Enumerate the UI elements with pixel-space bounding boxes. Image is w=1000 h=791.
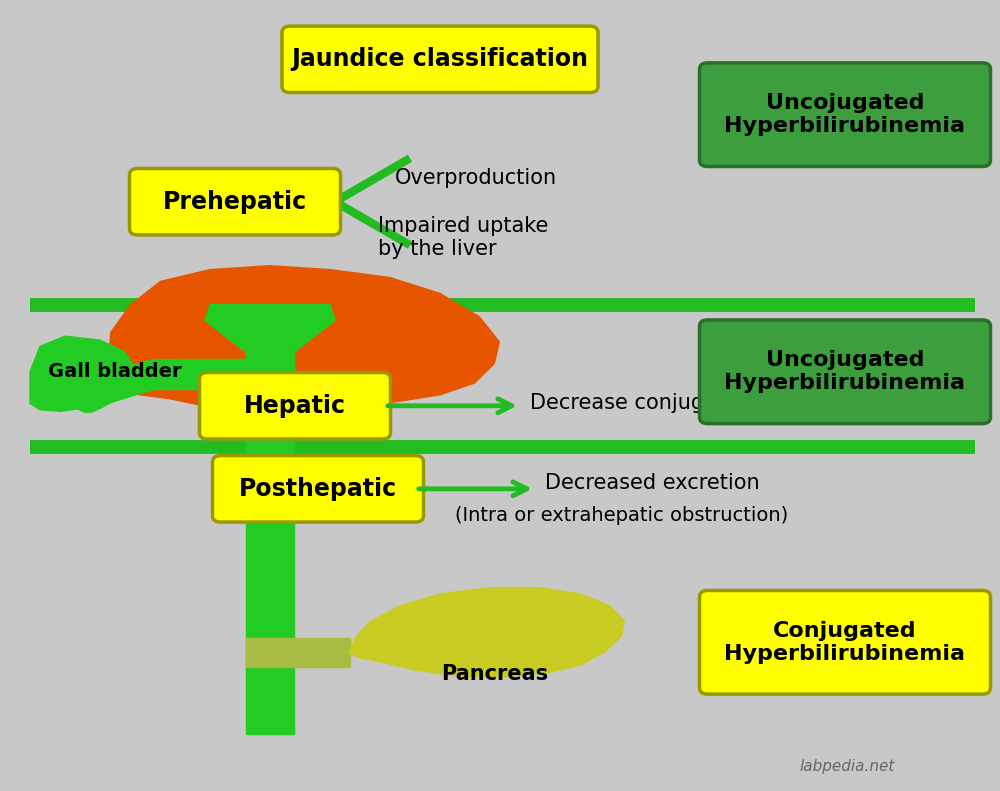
Text: Uncojugated
Hyperbilirubinemia: Uncojugated Hyperbilirubinemia [724, 350, 966, 393]
Polygon shape [108, 265, 500, 414]
Bar [155, 359, 294, 389]
FancyBboxPatch shape [212, 456, 424, 522]
Text: Decrease conjugation: Decrease conjugation [530, 393, 757, 414]
Text: Jaundice classification: Jaundice classification [292, 47, 588, 71]
Bar [246, 638, 350, 667]
Text: Hepatic: Hepatic [244, 394, 346, 418]
Text: Prehepatic: Prehepatic [163, 190, 307, 214]
FancyBboxPatch shape [282, 26, 598, 93]
Text: (Intra or extrahepatic obstruction): (Intra or extrahepatic obstruction) [455, 506, 788, 525]
Polygon shape [30, 336, 135, 411]
FancyBboxPatch shape [700, 320, 990, 423]
Text: Uncojugated
Hyperbilirubinemia: Uncojugated Hyperbilirubinemia [724, 93, 966, 136]
Text: labpedia.net: labpedia.net [800, 759, 895, 774]
Text: Decreased excretion: Decreased excretion [545, 472, 760, 493]
Polygon shape [205, 305, 335, 352]
FancyBboxPatch shape [700, 62, 990, 166]
Text: Pancreas: Pancreas [441, 664, 549, 684]
Text: Gall bladder: Gall bladder [48, 362, 182, 381]
Ellipse shape [76, 388, 108, 410]
FancyBboxPatch shape [199, 373, 390, 439]
Text: Overproduction: Overproduction [395, 168, 557, 188]
Text: Posthepatic: Posthepatic [239, 477, 397, 501]
Text: Impaired uptake
by the liver: Impaired uptake by the liver [378, 216, 548, 259]
Text: Conjugated
Hyperbilirubinemia: Conjugated Hyperbilirubinemia [724, 621, 966, 664]
FancyBboxPatch shape [129, 168, 340, 235]
FancyBboxPatch shape [700, 590, 990, 694]
Polygon shape [348, 587, 625, 678]
Bar [246, 305, 294, 734]
